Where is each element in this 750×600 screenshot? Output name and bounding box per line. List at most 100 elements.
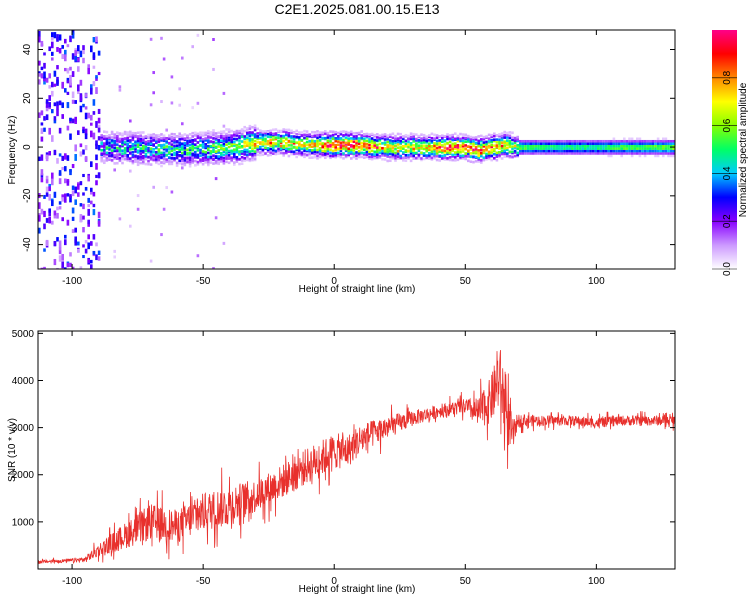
- heatmap-cell: [550, 147, 553, 150]
- heatmap-cell: [230, 142, 233, 145]
- heatmap-cell: [222, 124, 226, 128]
- heatmap-cell: [490, 148, 493, 152]
- heatmap-cell: [251, 158, 254, 162]
- heatmap-cell: [298, 144, 301, 147]
- heatmap-cell: [155, 136, 158, 140]
- heatmap-cell: [459, 144, 462, 147]
- heatmap-cell: [160, 144, 163, 147]
- heatmap-cell: [451, 144, 454, 148]
- heatmap-cell: [188, 137, 192, 140]
- heatmap-cell: [100, 152, 103, 155]
- heatmap-cell: [407, 145, 410, 149]
- heatmap-cell: [324, 132, 327, 136]
- heatmap-cell: [357, 137, 361, 140]
- heatmap-cell: [519, 139, 522, 143]
- heatmap-cell: [134, 154, 137, 158]
- heatmap-cell: [334, 132, 337, 136]
- heatmap-cell: [243, 156, 246, 160]
- heatmap-cell: [602, 139, 605, 143]
- heatmap-cell: [48, 85, 51, 89]
- heatmap-cell: [90, 45, 93, 53]
- heatmap-cell: [420, 139, 423, 142]
- heatmap-cell: [51, 35, 54, 41]
- heatmap-cell: [144, 142, 148, 146]
- heatmap-cell: [199, 154, 202, 157]
- heatmap-cell: [191, 144, 194, 148]
- heatmap-cell: [121, 152, 124, 155]
- heatmap-cell: [243, 135, 246, 138]
- heatmap-cell: [612, 152, 616, 155]
- heatmap-cell: [256, 127, 259, 131]
- heatmap-cell: [48, 183, 51, 188]
- heatmap-cell: [261, 133, 265, 137]
- heatmap-cell: [207, 135, 210, 138]
- heatmap-cell: [438, 142, 441, 145]
- heatmap-cell: [324, 144, 327, 148]
- heatmap-cell: [435, 158, 439, 162]
- heatmap-cell: [628, 147, 631, 150]
- heatmap-cell: [282, 139, 285, 143]
- heatmap-cell: [363, 145, 366, 148]
- heatmap-cell: [66, 102, 70, 109]
- heatmap-cell: [261, 148, 265, 152]
- heatmap-cell: [191, 45, 194, 49]
- heatmap-cell: [344, 130, 348, 134]
- heatmap-cell: [235, 148, 239, 152]
- heatmap-cell: [181, 155, 184, 158]
- heatmap-cell: [84, 145, 88, 151]
- heatmap-cell: [66, 219, 70, 226]
- heatmap-cell: [402, 140, 405, 144]
- heatmap-cell: [446, 149, 449, 152]
- heatmap-cell: [38, 30, 41, 37]
- heatmap-cell: [500, 134, 504, 138]
- heatmap-cell: [326, 131, 330, 135]
- heatmap-cell: [105, 159, 109, 162]
- heatmap-cell: [298, 151, 301, 155]
- heatmap-cell: [461, 147, 465, 151]
- heatmap-cell: [586, 144, 590, 148]
- heatmap-cell: [282, 146, 285, 150]
- heatmap-cell: [217, 162, 220, 165]
- heatmap-cell: [45, 218, 49, 223]
- heatmap-cell: [344, 136, 348, 139]
- heatmap-cell: [620, 144, 623, 148]
- heatmap-cell: [500, 152, 504, 156]
- heatmap-cell: [214, 216, 218, 220]
- heatmap-cell: [422, 133, 426, 137]
- heatmap-cell: [126, 153, 129, 157]
- x-tick-label: 50: [460, 276, 472, 287]
- heatmap-cell: [412, 154, 415, 157]
- heatmap-cell: [347, 147, 350, 151]
- heatmap-cell: [71, 91, 75, 99]
- heatmap-cell: [365, 135, 369, 139]
- heatmap-cell: [53, 102, 57, 107]
- heatmap-cell: [662, 144, 665, 148]
- heatmap-cell: [217, 151, 220, 154]
- heatmap-cell: [51, 178, 54, 186]
- heatmap-cell: [342, 147, 345, 150]
- heatmap-cell: [651, 144, 655, 148]
- heatmap-cell: [651, 152, 655, 155]
- heatmap-cell: [201, 153, 205, 157]
- heatmap-cell: [623, 144, 626, 148]
- heatmap-cell: [316, 148, 319, 152]
- heatmap-cell: [604, 149, 608, 153]
- heatmap-cell: [576, 144, 579, 148]
- heatmap-cell: [578, 147, 582, 150]
- heatmap-cell: [490, 145, 493, 149]
- heatmap-cell: [651, 139, 655, 143]
- heatmap-cell: [350, 157, 353, 160]
- y-tick-label: 0: [22, 144, 33, 150]
- heatmap-cell: [178, 103, 181, 107]
- heatmap-cell: [251, 142, 254, 145]
- heatmap-cell: [233, 142, 236, 146]
- heatmap-cell: [513, 154, 517, 158]
- heatmap-cell: [82, 244, 85, 248]
- heatmap-cell: [560, 149, 564, 153]
- heatmap-cell: [51, 51, 54, 56]
- heatmap-cell: [51, 172, 54, 180]
- heatmap-cell: [134, 160, 137, 163]
- heatmap-cell: [222, 147, 226, 151]
- heatmap-cell: [498, 134, 501, 138]
- heatmap-cell: [207, 163, 210, 167]
